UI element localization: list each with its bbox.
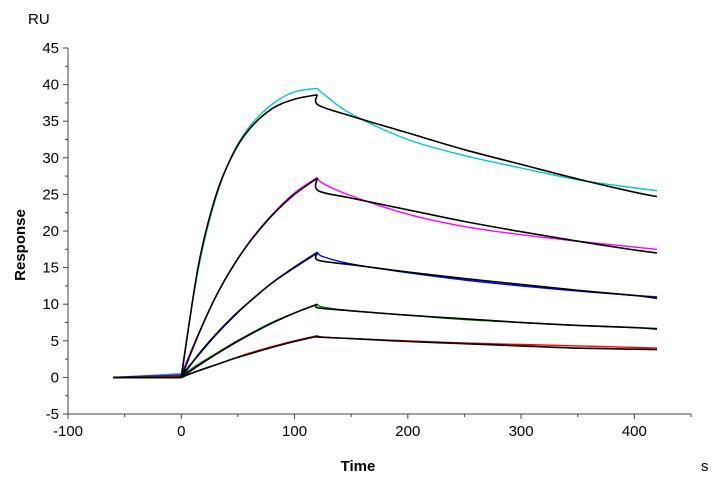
fit-curve bbox=[113, 252, 658, 379]
x-axis-label: Time bbox=[341, 458, 376, 475]
y-tick-label: 30 bbox=[42, 150, 59, 167]
y-tick-label: -5 bbox=[46, 406, 59, 423]
y-tick-label: 25 bbox=[42, 186, 59, 203]
x-tick-label: 400 bbox=[622, 423, 647, 440]
x-tick-label: 0 bbox=[177, 423, 185, 440]
measured-curve bbox=[113, 87, 658, 379]
x-tick-label: 300 bbox=[509, 423, 534, 440]
fit-curve bbox=[113, 94, 658, 379]
y-tick-label: 35 bbox=[42, 113, 59, 130]
y-tick-label: 15 bbox=[42, 260, 59, 277]
x-tick-label: -100 bbox=[53, 423, 83, 440]
y-tick-label: 10 bbox=[42, 296, 59, 313]
fit-curve bbox=[113, 335, 658, 379]
y-tick-label: 0 bbox=[51, 369, 59, 386]
x-tick-label: 200 bbox=[395, 423, 420, 440]
x-unit-label: s bbox=[701, 458, 709, 475]
y-tick-label: 5 bbox=[51, 333, 59, 350]
x-tick-label: 100 bbox=[282, 423, 307, 440]
y-tick-label: 40 bbox=[42, 77, 59, 94]
y-axis-label: Response bbox=[12, 209, 29, 281]
y-unit-label: RU bbox=[28, 11, 50, 28]
y-tick-label: 20 bbox=[42, 223, 59, 240]
y-tick-label: 45 bbox=[42, 40, 59, 57]
